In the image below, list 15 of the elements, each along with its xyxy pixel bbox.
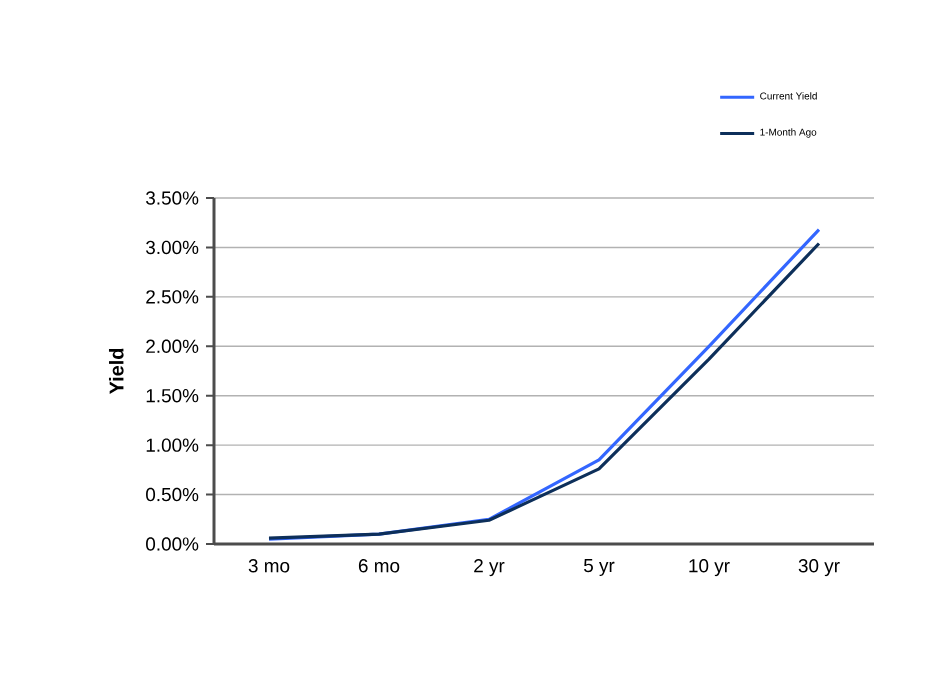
y-tick-label: 1.50% [146, 389, 199, 403]
x-tick-label: 30 yr [798, 559, 840, 577]
y-tick-label: 2.00% [146, 339, 199, 353]
x-tick-label: 10 yr [689, 559, 730, 577]
y-tick-label: 0.00% [146, 537, 199, 551]
x-tick-label: 5 yr [583, 559, 615, 576]
x-tick-label: 2 yr [474, 559, 505, 577]
y-axis-title: Yield [108, 348, 124, 395]
x-tick-label: 6 mo [358, 559, 400, 573]
y-tick-label: 1.00% [146, 438, 199, 452]
y-tick-label: 3.50% [146, 191, 199, 205]
x-tick-label: 3 mo [248, 559, 290, 573]
y-tick-label: 3.00% [146, 240, 199, 255]
y-tick-label: 2.50% [146, 290, 199, 304]
y-tick-label: 0.50% [146, 487, 199, 502]
